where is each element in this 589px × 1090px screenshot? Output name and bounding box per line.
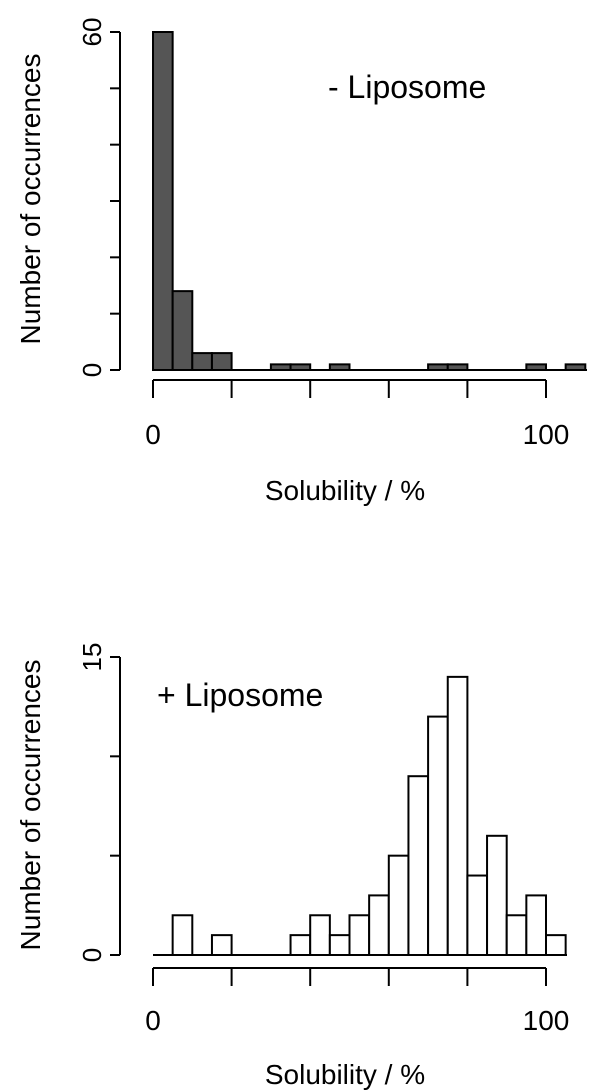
- bottom-histogram-bar: [545, 934, 567, 957]
- top-y-tick-label-0: 0: [77, 363, 107, 377]
- bottom-x-axis: [152, 967, 547, 986]
- top-x-tick-label-100: 100: [523, 419, 570, 450]
- bottom-x-tick-label-100: 100: [523, 1005, 570, 1036]
- top-x-axis-label: Solubility / %: [265, 475, 425, 506]
- bottom-histogram-bar: [368, 894, 390, 957]
- bottom-histogram-bar: [505, 914, 528, 956]
- bottom-y-tick-label-15: 15: [77, 643, 107, 672]
- top-x-tick-label-0: 0: [145, 419, 161, 450]
- bottom-histogram-panel: 0 15 0 100 Solubility / % Number of occu…: [15, 643, 569, 1090]
- bottom-histogram-bar: [525, 894, 547, 957]
- top-histogram-bars: [152, 31, 587, 372]
- bottom-histogram-bar: [309, 914, 331, 956]
- bottom-histogram-bar: [348, 914, 371, 956]
- top-histogram-bar: [210, 352, 233, 372]
- bottom-histogram-bars: [171, 675, 567, 957]
- bottom-histogram-bar: [407, 775, 430, 957]
- bottom-y-axis: [110, 656, 121, 956]
- top-histogram-panel: 0 60 0 100 Solubility / % Number of occu…: [15, 18, 587, 506]
- bottom-histogram-bar: [171, 914, 194, 956]
- bottom-y-axis-label: Number of occurrences: [15, 659, 46, 950]
- top-x-axis: [152, 379, 547, 398]
- top-histogram-bar: [191, 352, 213, 372]
- bottom-histogram-bar: [427, 715, 449, 956]
- top-y-axis: [110, 31, 121, 371]
- top-y-axis-label: Number of occurrences: [15, 53, 46, 344]
- bottom-annotation: + Liposome: [157, 677, 323, 713]
- bottom-x-tick-label-0: 0: [145, 1005, 161, 1036]
- bottom-histogram-bar: [387, 854, 410, 957]
- bottom-histogram-bar: [446, 675, 469, 956]
- bottom-histogram-bar: [289, 934, 312, 957]
- bottom-x-axis-label: Solubility / %: [265, 1059, 425, 1090]
- bottom-histogram-bar: [466, 874, 489, 956]
- bottom-histogram-bar: [328, 934, 351, 957]
- top-histogram-bar: [152, 31, 174, 371]
- top-histogram-bar: [171, 290, 194, 371]
- bottom-histogram-bar: [210, 934, 233, 957]
- top-annotation: - Liposome: [328, 69, 486, 105]
- bottom-y-tick-label-0: 0: [77, 948, 107, 962]
- bottom-histogram-bar: [486, 834, 508, 956]
- top-y-tick-label-60: 60: [77, 18, 107, 47]
